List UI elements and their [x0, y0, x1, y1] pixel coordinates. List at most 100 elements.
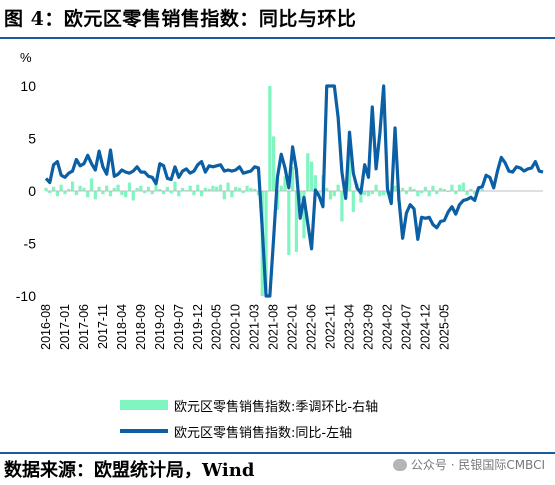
mom-bar — [89, 178, 94, 191]
mom-bar — [408, 186, 412, 191]
mom-bar — [442, 188, 446, 191]
watermark-text: 公众号 · 民银国际CMBCI — [410, 458, 545, 472]
mom-bar — [55, 191, 59, 197]
mom-bar — [298, 191, 302, 201]
mom-bar — [306, 153, 310, 191]
mom-bar — [215, 186, 219, 191]
mom-bar — [173, 181, 177, 191]
x-tick-label: 2019-07 — [172, 304, 186, 350]
mom-bar — [124, 191, 128, 198]
x-tick-label: 2024-07 — [399, 304, 413, 350]
mom-bar — [203, 187, 207, 191]
y-axis-unit: % — [20, 50, 32, 65]
mom-bar — [340, 191, 344, 222]
mom-bar — [184, 189, 188, 191]
x-tick-label: 2017-06 — [77, 304, 91, 350]
mom-bar — [332, 191, 336, 197]
mom-bar — [336, 184, 340, 191]
wechat-icon — [392, 458, 407, 471]
mom-bar — [70, 181, 75, 191]
mom-bar — [93, 191, 97, 200]
legend-item-mom: 欧元区零售销售指数:季调环比-右轴 — [120, 392, 378, 418]
mom-bar — [435, 191, 439, 195]
x-tick-label: 2022-06 — [305, 304, 319, 350]
y-tick-label: 5 — [28, 131, 36, 147]
footer-rule — [0, 452, 555, 454]
mom-bar — [328, 191, 333, 200]
x-tick-label: 2017-01 — [58, 304, 72, 350]
legend: 欧元区零售销售指数:季调环比-右轴 欧元区零售销售指数:同比-左轴 — [120, 392, 378, 444]
mom-bar — [177, 191, 181, 197]
y-tick-label: -10 — [16, 288, 36, 304]
mom-bar — [135, 187, 139, 191]
mom-bar — [131, 191, 135, 201]
mom-bar — [59, 184, 63, 191]
mom-bar — [245, 185, 249, 191]
mom-bar — [196, 184, 200, 191]
x-tick-label: 2021-03 — [248, 304, 262, 350]
mom-bar — [363, 191, 367, 196]
mom-bar — [283, 176, 287, 191]
x-tick-label: 2018-04 — [115, 304, 129, 350]
mom-bar — [317, 191, 321, 195]
x-axis-ticks: 2016-08 2017-01 2017-06 2017-11 2018-04 2018-… — [39, 304, 451, 350]
mom-bar — [112, 187, 116, 191]
mom-bar — [146, 186, 151, 191]
mom-bar — [416, 191, 420, 197]
mom-bar — [366, 191, 371, 197]
x-tick-label: 2018-09 — [134, 304, 148, 350]
mom-bar — [313, 175, 317, 191]
mom-bar — [74, 191, 78, 196]
figure-title: 图 4：欧元区零售销售指数：同比与环比 — [4, 8, 357, 30]
mom-bar — [150, 191, 154, 195]
y-tick-label: 10 — [20, 78, 36, 94]
mom-bar — [370, 191, 374, 195]
mom-bar — [287, 191, 291, 256]
y-tick-label: -5 — [24, 236, 37, 252]
title-rule — [0, 37, 555, 39]
mom-bar — [450, 184, 454, 191]
mom-bar — [401, 187, 405, 191]
mom-bar — [230, 191, 234, 198]
mom-bar — [211, 185, 215, 191]
mom-bar — [427, 191, 431, 197]
mom-bar — [120, 191, 124, 196]
x-tick-label: 2017-11 — [96, 304, 110, 349]
mom-bar — [454, 191, 458, 195]
x-tick-label: 2025-05 — [437, 304, 451, 350]
x-tick-label: 2023-09 — [362, 304, 376, 350]
mom-bar — [249, 187, 253, 191]
mom-bar — [78, 185, 82, 191]
mom-bar — [465, 191, 469, 196]
x-tick-label: 2020-05 — [210, 304, 224, 350]
mom-bar — [169, 191, 173, 194]
mom-bar — [253, 188, 257, 191]
mom-bar — [51, 186, 56, 191]
mom-bar — [188, 185, 192, 191]
mom-bar — [101, 191, 105, 195]
mom-bar — [241, 191, 245, 194]
mom-bar — [446, 191, 450, 193]
source-note: 数据来源：欧盟统计局，Wind — [4, 460, 255, 481]
mom-bar — [199, 191, 204, 197]
mom-bar — [302, 191, 306, 239]
mom-bar — [393, 185, 397, 191]
yoy-line — [44, 84, 544, 298]
x-tick-label: 2019-02 — [153, 304, 167, 350]
mom-bar — [143, 191, 147, 194]
y-tick-label: 0 — [28, 183, 36, 199]
mom-bar — [162, 191, 166, 195]
mom-bar — [108, 191, 113, 197]
mom-bar — [431, 185, 435, 191]
watermark: 公众号 · 民银国际CMBCI — [392, 456, 545, 473]
mom-bar — [192, 191, 196, 196]
legend-swatch-bar — [120, 400, 168, 410]
x-tick-label: 2024-02 — [381, 304, 395, 350]
mom-bar — [294, 191, 298, 252]
x-tick-label: 2022-01 — [286, 304, 300, 350]
mom-bar — [382, 191, 386, 196]
mom-bar — [359, 191, 363, 203]
mom-bar — [457, 184, 462, 191]
mom-bar — [438, 187, 443, 191]
mom-bar — [234, 186, 238, 191]
